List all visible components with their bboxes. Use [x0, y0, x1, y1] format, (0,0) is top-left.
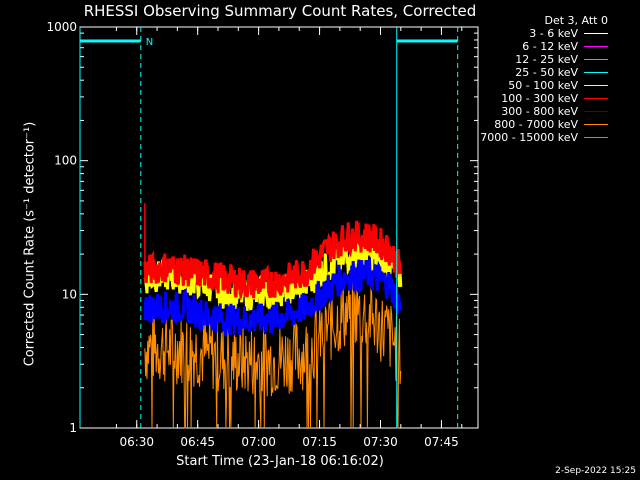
legend-label: 50 - 100 keV — [508, 79, 578, 92]
y-tick-label: 1 — [69, 421, 77, 435]
legend: Det 3, Att 0 3 - 6 keV 6 - 12 keV 12 - 25 … — [480, 14, 608, 144]
legend-item: 50 - 100 keV — [480, 79, 608, 92]
legend-swatch — [584, 72, 608, 73]
legend-swatch — [584, 46, 608, 47]
x-axis-title: Start Time (23-Jan-18 06:16:02) — [176, 454, 384, 469]
legend-label: 6 - 12 keV — [522, 40, 578, 53]
legend-swatch — [584, 124, 608, 125]
legend-label: 300 - 800 keV — [501, 105, 578, 118]
series-line — [143, 220, 403, 301]
chart-title: RHESSI Observing Summary Count Rates, Co… — [83, 2, 477, 20]
legend-swatch — [584, 59, 608, 60]
legend-swatch — [584, 33, 608, 34]
x-tick-label: 06:45 — [180, 435, 215, 449]
legend-label: 7000 - 15000 keV — [480, 131, 578, 144]
footer-timestamp: 2-Sep-2022 15:25 — [555, 466, 636, 476]
legend-label: 800 - 7000 keV — [494, 118, 578, 131]
legend-item: 25 - 50 keV — [480, 66, 608, 79]
legend-header: Det 3, Att 0 — [544, 14, 609, 27]
legend-swatch — [584, 137, 608, 138]
legend-item: 7000 - 15000 keV — [480, 131, 608, 144]
y-axis-title: Corrected Count Rate (s⁻¹ detector⁻¹) — [23, 122, 38, 367]
legend-label: 100 - 300 keV — [501, 92, 578, 105]
legend-swatch — [584, 98, 608, 99]
x-tick-label: 06:30 — [119, 435, 154, 449]
legend-item: 3 - 6 keV — [480, 27, 608, 40]
x-tick-label: 07:45 — [424, 435, 459, 449]
y-axis-title-text: Corrected Count Rate (s⁻¹ detector⁻¹) — [22, 121, 38, 367]
y-tick-label: 10 — [62, 287, 77, 301]
legend-item: 300 - 800 keV — [480, 105, 608, 118]
legend-label: 12 - 25 keV — [515, 53, 578, 66]
x-tick-label: 07:00 — [241, 435, 276, 449]
legend-swatch — [584, 111, 608, 112]
legend-item: 100 - 300 keV — [480, 92, 608, 105]
y-tick-label: 1000 — [46, 20, 77, 34]
legend-label: 25 - 50 keV — [515, 66, 578, 79]
series-line — [144, 276, 402, 429]
y-tick-label: 100 — [54, 154, 77, 168]
legend-item: 800 - 7000 keV — [480, 118, 608, 131]
x-tick-label: 07:30 — [363, 435, 398, 449]
legend-item: 12 - 25 keV — [480, 53, 608, 66]
legend-label: 3 - 6 keV — [529, 27, 578, 40]
annotation-N: N — [146, 37, 153, 48]
legend-swatch — [584, 85, 608, 86]
x-tick-label: 07:15 — [302, 435, 337, 449]
series-line — [143, 256, 403, 337]
legend-item: 6 - 12 keV — [480, 40, 608, 53]
